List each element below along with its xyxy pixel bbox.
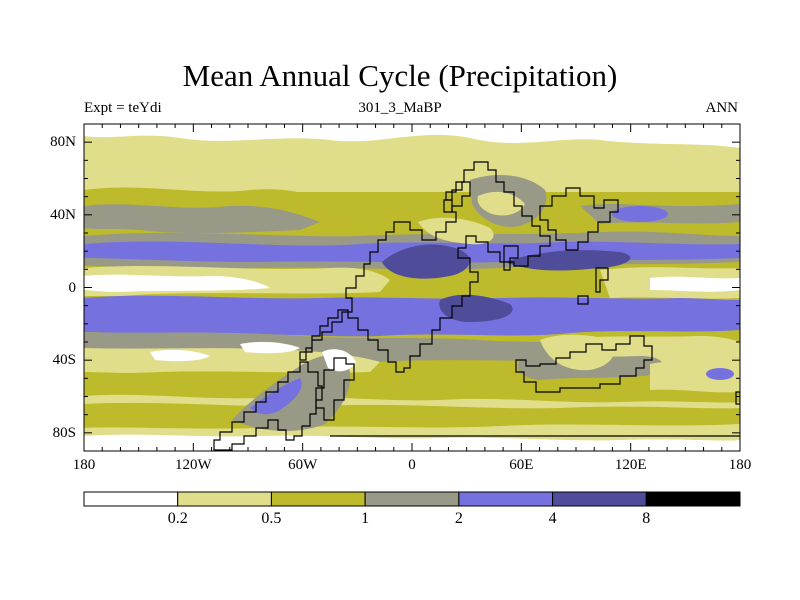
lat-tick-label: 0 [68,279,77,296]
lat-tick-label: 40S [52,352,76,369]
colorbar-box [645,491,741,507]
equator-white-east [650,276,740,292]
colorbar-box [552,491,647,507]
axis-ticks [83,124,741,451]
coast-indonesia-1 [595,267,609,293]
north-blue-pacific [612,206,668,222]
antarctic-white [84,434,740,451]
coast-indonesia-2 [577,295,589,305]
colorbar-box [83,491,179,507]
colorbar-box [458,491,554,507]
navy-south [439,294,513,322]
coast-antarctic-peninsula [315,357,355,421]
navy-africa [382,244,470,279]
lon-tick-label: 60E [509,457,534,473]
colorbar-level-label: 1 [361,510,370,527]
coast-south-america [213,361,323,451]
south-white-patch-2 [240,341,300,354]
colorbar-level-label: 4 [548,510,557,527]
colorbar-level-label: 0.5 [261,510,282,527]
coastlines [213,161,740,451]
lat-tick-label: 80N [50,134,76,151]
lon-tick-label: 180 [72,457,96,473]
coast-north-america [299,161,551,373]
navy-indian [505,250,631,271]
lat-tick-label: 40N [50,206,76,223]
coast-greenland [443,181,471,213]
asia-pale [477,191,525,216]
lon-tick-label: 120W [174,457,212,473]
colorbar-box [364,491,460,507]
north-gray-1 [84,204,320,234]
lat-tick-label: 80S [52,424,76,441]
sahara-pale [418,217,494,245]
arctic-white [84,124,740,148]
colorbar-level-label: 0.2 [167,510,188,527]
lon-tick-label: 120E [614,457,647,473]
season-label: ANN [705,100,739,116]
south-blue-patch [706,368,734,380]
map-title: Mean Annual Cycle (Precipitation) [182,58,618,93]
lon-tick-label: 0 [408,457,416,473]
lon-tick-label: 180 [728,457,752,473]
andes-white [322,349,356,372]
colorbar-level-label: 2 [454,510,463,527]
experiment-label: Expt = teYdi [84,100,162,116]
itcz-south-blue [84,295,740,337]
lon-tick-label: 60W [288,457,318,473]
colorbar-box [177,491,272,507]
south-white-patch-1 [150,349,210,362]
south-america-blue [250,378,302,415]
coast-australia [515,335,653,393]
coast-asia-east [539,187,619,251]
coast-new-zealand [735,391,740,405]
equator-white-west [84,274,270,292]
colorbar-box [270,491,366,507]
period-label: 301_3_MaBP [358,100,442,116]
colorbar [83,491,741,507]
colorbar-level-label: 8 [642,510,651,527]
coast-india [503,245,519,271]
